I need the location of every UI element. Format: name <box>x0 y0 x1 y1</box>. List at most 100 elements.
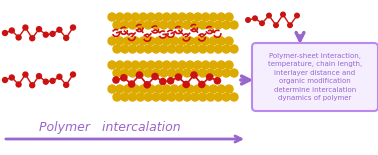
Circle shape <box>144 69 152 77</box>
Circle shape <box>199 21 207 29</box>
Circle shape <box>121 93 129 101</box>
Circle shape <box>22 71 29 78</box>
Circle shape <box>144 45 152 53</box>
Circle shape <box>190 71 198 79</box>
Circle shape <box>230 93 238 101</box>
Circle shape <box>139 61 147 69</box>
Circle shape <box>199 45 207 53</box>
Circle shape <box>112 76 120 84</box>
Circle shape <box>207 93 215 101</box>
Circle shape <box>15 81 22 88</box>
Circle shape <box>155 61 163 69</box>
Circle shape <box>129 45 136 53</box>
Circle shape <box>2 30 8 36</box>
Circle shape <box>113 93 121 101</box>
Circle shape <box>136 45 144 53</box>
Circle shape <box>183 45 191 53</box>
Circle shape <box>186 61 194 69</box>
Text: Polymer   intercalation: Polymer intercalation <box>39 120 181 133</box>
Circle shape <box>225 85 233 93</box>
Circle shape <box>167 21 176 29</box>
Circle shape <box>230 45 238 53</box>
Circle shape <box>199 69 207 77</box>
Circle shape <box>124 37 132 45</box>
Circle shape <box>222 45 230 53</box>
Circle shape <box>252 15 258 21</box>
Circle shape <box>170 61 178 69</box>
Circle shape <box>29 35 36 41</box>
Circle shape <box>222 69 230 77</box>
Circle shape <box>230 21 238 29</box>
Text: Polymer-sheet interaction,
temperature, chain length,
interlayer distance and
or: Polymer-sheet interaction, temperature, … <box>268 53 362 101</box>
Circle shape <box>201 61 209 69</box>
Circle shape <box>136 71 143 79</box>
Circle shape <box>175 93 183 101</box>
Circle shape <box>175 73 182 81</box>
Circle shape <box>129 21 136 29</box>
Circle shape <box>29 82 36 89</box>
Circle shape <box>201 85 209 93</box>
Circle shape <box>217 61 225 69</box>
Circle shape <box>280 11 286 18</box>
Circle shape <box>201 37 209 45</box>
Circle shape <box>194 61 202 69</box>
Circle shape <box>206 73 214 81</box>
Circle shape <box>163 13 170 21</box>
Circle shape <box>222 21 230 29</box>
Circle shape <box>116 61 124 69</box>
Circle shape <box>139 37 147 45</box>
Circle shape <box>43 31 49 38</box>
Circle shape <box>144 93 152 101</box>
Circle shape <box>15 34 22 41</box>
Circle shape <box>160 93 168 101</box>
Circle shape <box>9 27 15 34</box>
Circle shape <box>199 93 207 101</box>
Circle shape <box>155 37 163 45</box>
Circle shape <box>144 21 152 29</box>
Circle shape <box>43 78 49 85</box>
Circle shape <box>116 13 124 21</box>
Circle shape <box>170 13 178 21</box>
Circle shape <box>132 37 139 45</box>
Circle shape <box>22 24 29 31</box>
Circle shape <box>175 45 183 53</box>
Circle shape <box>183 81 190 88</box>
Circle shape <box>178 37 186 45</box>
Circle shape <box>136 69 144 77</box>
Circle shape <box>116 37 124 45</box>
Circle shape <box>113 21 121 29</box>
Circle shape <box>108 37 116 45</box>
Circle shape <box>163 37 170 45</box>
Circle shape <box>170 37 178 45</box>
Circle shape <box>136 21 144 29</box>
Circle shape <box>194 85 202 93</box>
Circle shape <box>9 74 15 81</box>
Circle shape <box>163 85 170 93</box>
Circle shape <box>170 85 178 93</box>
Circle shape <box>183 21 191 29</box>
Circle shape <box>116 85 124 93</box>
Circle shape <box>132 13 139 21</box>
Circle shape <box>214 93 222 101</box>
Circle shape <box>225 13 233 21</box>
Circle shape <box>186 85 194 93</box>
Circle shape <box>63 82 70 88</box>
Circle shape <box>152 93 160 101</box>
Circle shape <box>108 13 116 21</box>
Circle shape <box>124 13 132 21</box>
Circle shape <box>273 22 279 28</box>
Circle shape <box>167 45 176 53</box>
Circle shape <box>209 85 217 93</box>
Circle shape <box>287 22 293 28</box>
Circle shape <box>225 61 233 69</box>
Circle shape <box>70 24 76 31</box>
Circle shape <box>152 45 160 53</box>
Circle shape <box>129 69 136 77</box>
Circle shape <box>151 73 159 80</box>
Circle shape <box>266 13 272 19</box>
Circle shape <box>191 45 199 53</box>
Circle shape <box>178 13 186 21</box>
Circle shape <box>155 13 163 21</box>
Circle shape <box>159 78 167 85</box>
Circle shape <box>121 21 129 29</box>
